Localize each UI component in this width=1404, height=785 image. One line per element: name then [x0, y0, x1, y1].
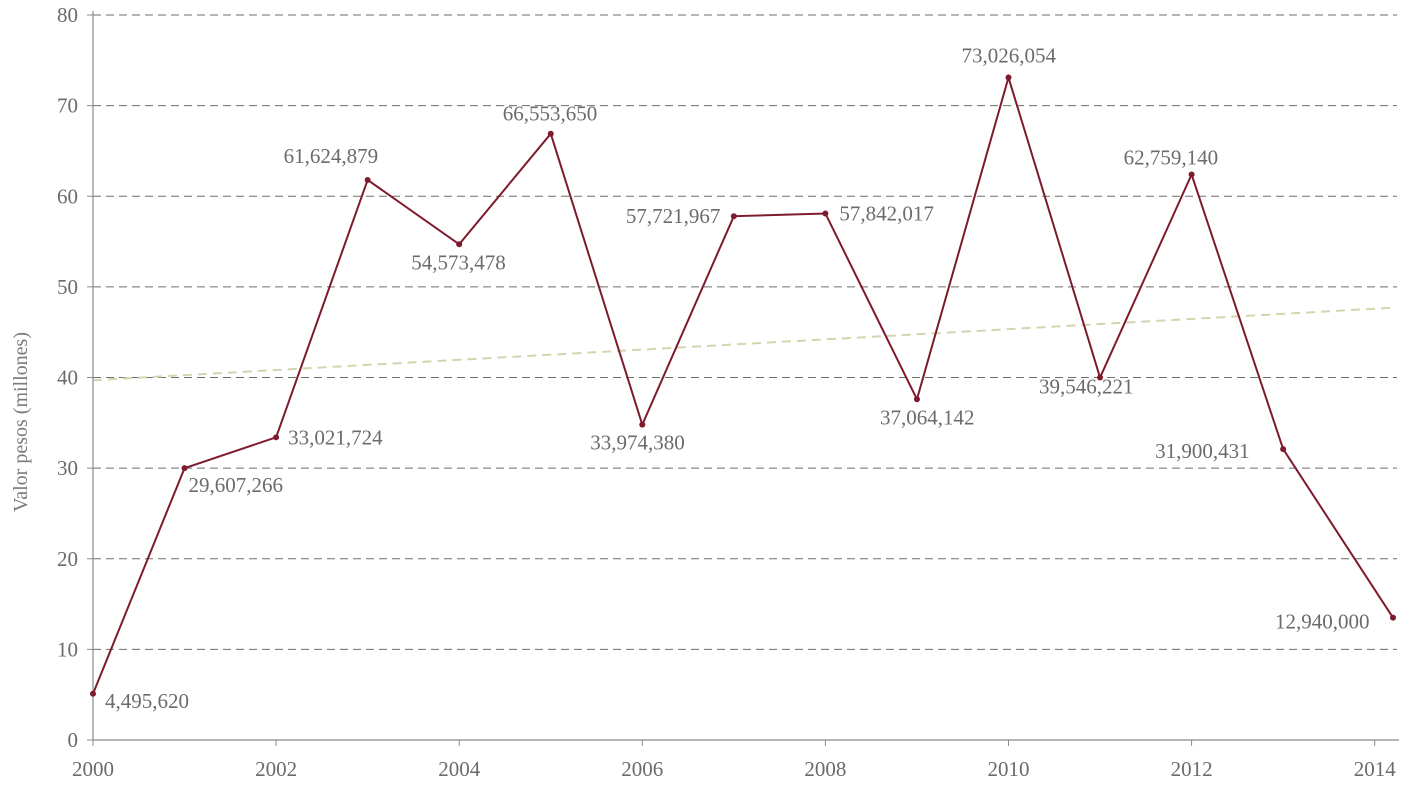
y-tick-label: 10	[57, 637, 78, 661]
x-tick-label: 2012	[1171, 757, 1213, 781]
data-point	[730, 213, 737, 220]
y-tick-label: 50	[57, 275, 78, 299]
trendline-group	[92, 306, 1394, 382]
y-tick-label: 70	[57, 94, 78, 118]
data-point	[639, 421, 646, 428]
x-tick-label: 2006	[621, 757, 663, 781]
x-tick-label: 2010	[987, 757, 1029, 781]
data-point	[913, 396, 920, 403]
data-label: 33,974,380	[590, 431, 685, 455]
data-label: 73,026,054	[961, 44, 1056, 68]
grid-lines	[93, 14, 1397, 650]
y-tick-label: 80	[57, 3, 78, 27]
y-tick-label: 20	[57, 547, 78, 571]
data-label: 31,900,431	[1155, 439, 1250, 463]
x-tick-label: 2000	[72, 757, 114, 781]
data-point	[1005, 74, 1012, 81]
data-label: 54,573,478	[411, 250, 506, 274]
data-label: 57,842,017	[839, 201, 934, 225]
data-point	[1097, 374, 1104, 381]
y-tick-label: 0	[68, 728, 79, 752]
data-label: 33,021,724	[288, 425, 383, 449]
data-label: 29,607,266	[189, 473, 284, 497]
data-point	[456, 241, 463, 248]
series-group	[90, 73, 1396, 697]
data-point	[822, 210, 829, 217]
series-line	[92, 73, 1394, 695]
data-label: 39,546,221	[1039, 375, 1134, 399]
data-point	[547, 130, 554, 137]
data-point	[1188, 171, 1195, 178]
data-point	[273, 434, 280, 441]
data-point	[181, 465, 188, 472]
trendline	[92, 306, 1394, 382]
y-tick-label: 30	[57, 456, 78, 480]
x-tick-label: 2008	[804, 757, 846, 781]
data-label: 66,553,650	[503, 102, 597, 126]
x-tick-label: 2002	[255, 757, 297, 781]
data-point	[364, 176, 371, 183]
data-label: 37,064,142	[880, 405, 975, 429]
data-label: 12,940,000	[1275, 610, 1370, 634]
data-point	[1280, 446, 1287, 453]
data-label: 57,721,967	[626, 204, 721, 228]
y-axis-label: Valor pesos (millones)	[10, 332, 32, 512]
data-label: 4,495,620	[105, 689, 189, 713]
data-point	[90, 690, 96, 697]
x-tick-label: 2004	[438, 757, 481, 781]
axes: 0 10 20 30 40 50 60 70 80 2000 2002 2004 2006 2008 201…	[57, 3, 1399, 781]
y-tick-label: 40	[57, 366, 78, 390]
data-label: 61,624,879	[284, 144, 379, 168]
data-point	[1390, 614, 1396, 621]
data-label: 62,759,140	[1124, 146, 1219, 170]
x-tick-label: 2014	[1354, 757, 1397, 781]
y-tick-label: 60	[57, 184, 78, 208]
